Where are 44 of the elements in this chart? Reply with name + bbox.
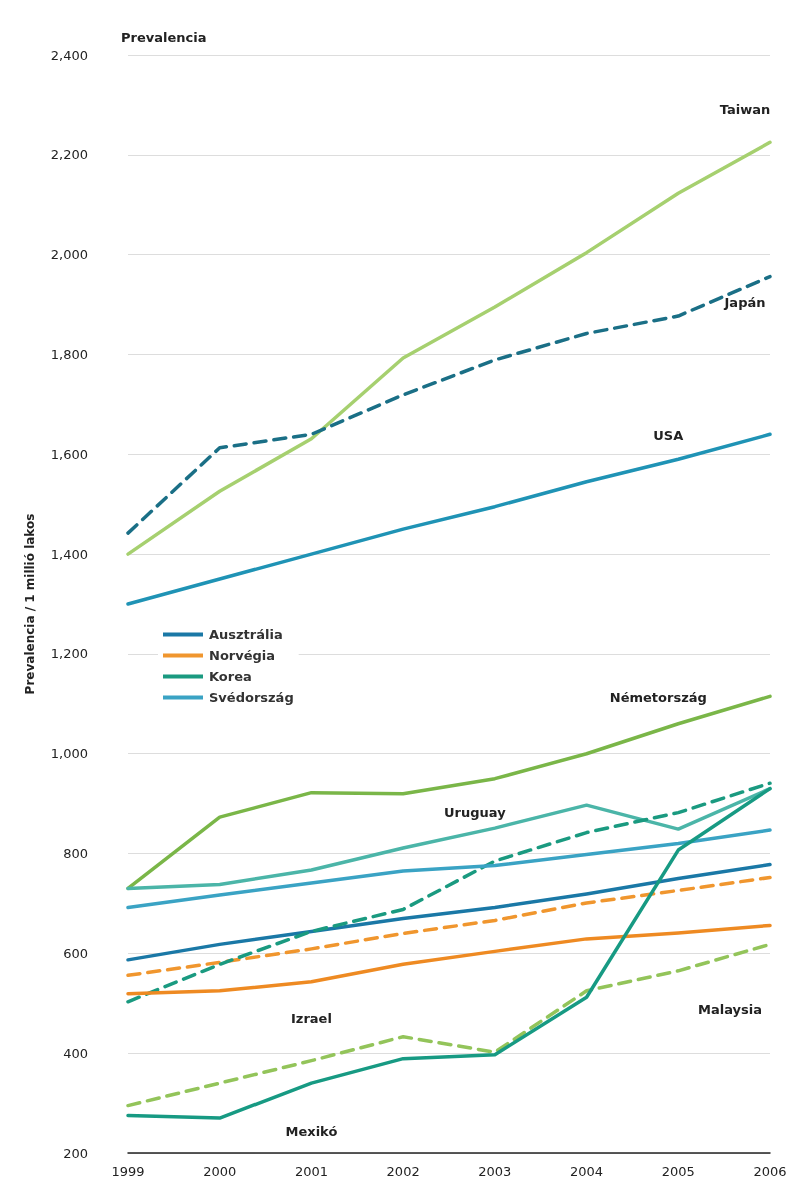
line-series	[126, 786, 772, 891]
x-tick-label: 2006	[753, 1164, 787, 1179]
y-tick-label: 1,400	[50, 546, 88, 562]
line-series	[126, 875, 772, 978]
x-tick-label: 2002	[386, 1164, 420, 1179]
series-label: Taiwan	[719, 101, 771, 117]
series-label: Japán	[723, 295, 766, 311]
text: Malaysia	[698, 1001, 762, 1017]
y-tick-label: 200	[63, 1145, 88, 1161]
line-series	[126, 781, 772, 1004]
y-tick-label: 1,200	[50, 646, 88, 662]
series-label: Németország	[609, 690, 707, 706]
y-tick-label: 2,400	[50, 47, 88, 63]
x-tick-label: 2000	[203, 1164, 237, 1179]
series-label: Uruguay	[444, 804, 507, 820]
y-tick-label: 2,200	[50, 147, 88, 163]
y-tick-label: 1,600	[50, 446, 88, 462]
x-tick-label: 2001	[294, 1164, 328, 1179]
y-tick-label: 800	[63, 846, 88, 862]
x-tick-label: 2005	[661, 1164, 695, 1179]
legend-label: Svédország	[209, 690, 294, 705]
line-series	[126, 786, 772, 1120]
legend-label: Norvégia	[209, 648, 276, 663]
line-series	[126, 432, 772, 606]
series-label: USA	[653, 427, 684, 443]
y-axis-title: Prevalencia / 1 millió lakos	[23, 513, 37, 695]
line-series	[126, 862, 772, 962]
text: Mexikó	[285, 1123, 338, 1139]
y-tick-label: 400	[63, 1045, 88, 1061]
chart-title: Prevalencia	[121, 30, 207, 45]
line-series	[126, 923, 772, 996]
x-tick-label: 2004	[570, 1164, 604, 1179]
legend-label: Korea	[209, 669, 252, 684]
legend-label: Ausztrália	[209, 627, 283, 642]
y-tick-label: 1,000	[50, 746, 88, 762]
line-series	[126, 140, 772, 556]
text: Izrael	[290, 1011, 332, 1027]
line-series	[126, 828, 772, 910]
y-tick-label: 600	[63, 945, 88, 961]
line-series	[126, 274, 772, 535]
y-tick-label: 1,800	[50, 346, 88, 362]
x-tick-label: 1999	[111, 1164, 145, 1179]
x-tick-label: 2003	[478, 1164, 512, 1179]
y-tick-label: 2,000	[50, 247, 88, 263]
